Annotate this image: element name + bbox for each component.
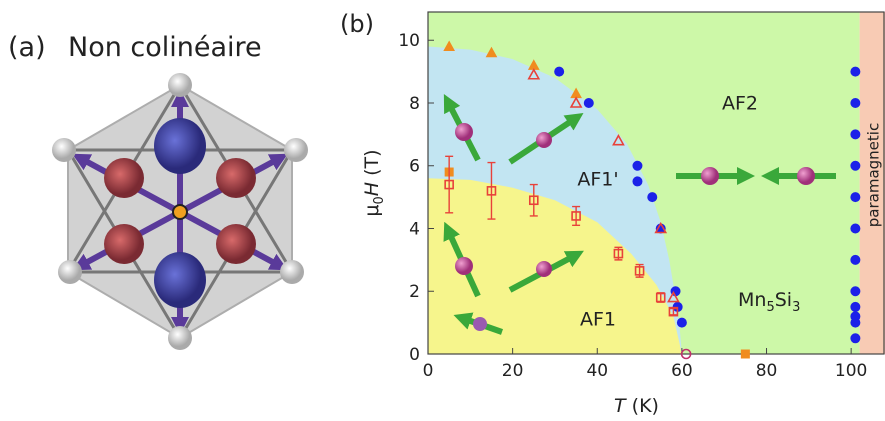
- data-point: [527, 68, 541, 80]
- y-tick-label: 6: [409, 157, 420, 177]
- data-point: [486, 186, 497, 196]
- phase-label: AF1': [577, 169, 618, 191]
- data-point: [850, 223, 861, 234]
- panel-title: Non colinéaire: [68, 32, 262, 63]
- plot-frame: [427, 11, 885, 355]
- x-axis-label: T (K): [614, 395, 659, 417]
- x-tick-label: 80: [756, 361, 778, 381]
- data-point: [850, 317, 861, 328]
- data-point: [485, 46, 498, 58]
- data-point: [850, 97, 861, 108]
- y-tick-label: 8: [409, 94, 420, 114]
- data-point: [740, 349, 750, 359]
- data-point: [850, 254, 861, 265]
- data-point: [668, 306, 679, 317]
- x-tick-label: 60: [671, 361, 693, 381]
- data-point: [850, 160, 861, 171]
- data-point: [850, 129, 861, 140]
- data-point: [850, 286, 861, 297]
- subscript: 3: [792, 300, 800, 315]
- data-point: [613, 248, 624, 259]
- data-point: [667, 290, 680, 303]
- regions: [428, 12, 885, 354]
- y-label-part: H: [361, 182, 383, 196]
- spin-arrows: [443, 94, 836, 335]
- data-point: [443, 40, 456, 52]
- x-tick-label: 40: [586, 361, 608, 381]
- data-point: [583, 97, 594, 108]
- data-point: [850, 192, 861, 203]
- y-tick-label: 0: [409, 345, 420, 365]
- y-label-part: 0: [372, 196, 387, 204]
- compound-part: Mn: [738, 289, 766, 311]
- crystal-structure: [52, 73, 308, 350]
- phase-region: [859, 12, 885, 354]
- error-bar: [669, 307, 678, 316]
- phase-label: paramagnetic: [865, 123, 883, 227]
- data-point: [632, 160, 643, 171]
- phase-label: AF1: [580, 309, 616, 331]
- data-point: [654, 221, 668, 234]
- data-point: [554, 66, 565, 77]
- error-bar: [529, 183, 538, 217]
- y-label-part: μ: [361, 204, 383, 216]
- data-point: [528, 195, 539, 206]
- data-point: [647, 192, 658, 203]
- compound-label: Mn5Si3: [738, 289, 800, 315]
- data-point: [850, 66, 861, 77]
- data-point: [612, 133, 625, 146]
- y-axis-label: μ0H (T): [361, 149, 387, 216]
- y-tick-label: 2: [409, 282, 420, 302]
- data-point: [850, 301, 861, 312]
- error-bar: [445, 155, 454, 214]
- data-point: [444, 179, 454, 190]
- x-label-part: T: [614, 395, 627, 417]
- error-bar: [572, 205, 581, 227]
- y-tick-label: 10: [398, 31, 420, 51]
- data-point: [632, 176, 643, 187]
- data-point: [571, 211, 581, 221]
- panel-label: (a): [8, 32, 46, 63]
- data-point: [850, 333, 861, 344]
- x-tick-label: 20: [502, 361, 524, 381]
- data-point: [680, 348, 692, 360]
- x-tick-label: 100: [835, 361, 867, 381]
- error-bar: [487, 161, 496, 220]
- phase-label: AF2: [722, 93, 758, 115]
- y-tick-label: 4: [409, 219, 420, 239]
- x-tick-label: 0: [423, 361, 434, 381]
- panel-label: (b): [340, 10, 374, 38]
- x-label-part: (K): [626, 395, 659, 417]
- data-point: [569, 96, 583, 108]
- data-point: [634, 266, 645, 276]
- subscript: 5: [766, 300, 774, 315]
- y-label-part: (T): [361, 149, 383, 181]
- data-point: [676, 317, 687, 328]
- data-point: [655, 292, 666, 303]
- compound-part: Si: [775, 289, 792, 311]
